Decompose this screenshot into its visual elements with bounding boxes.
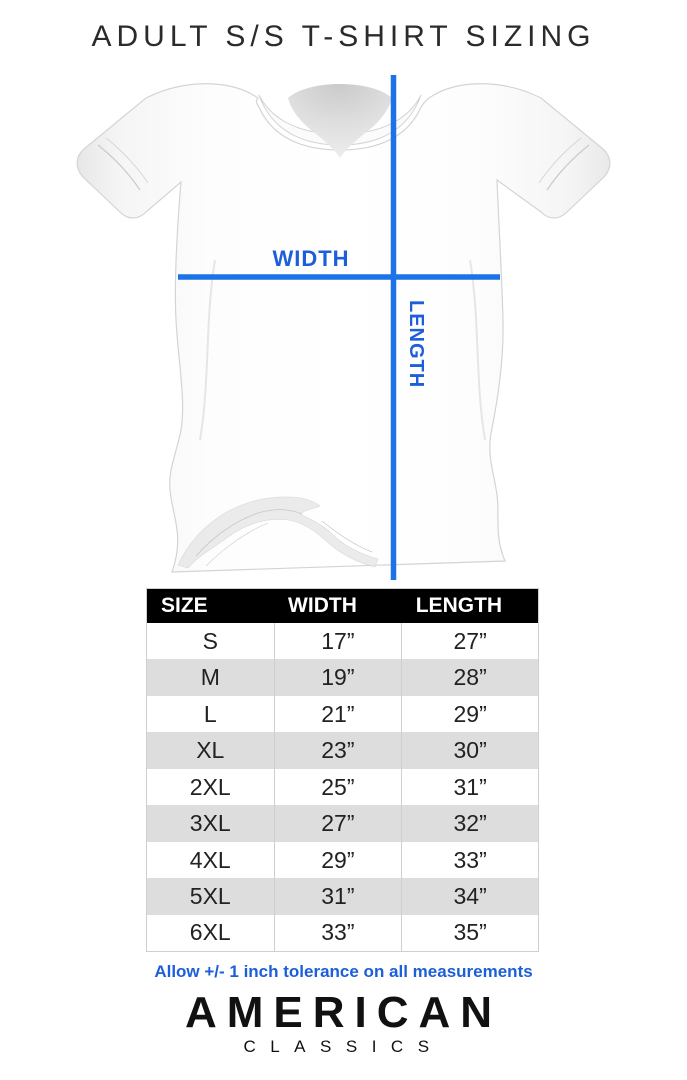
svg-text:WIDTH: WIDTH <box>272 246 349 271</box>
svg-text:LENGTH: LENGTH <box>405 300 427 388</box>
